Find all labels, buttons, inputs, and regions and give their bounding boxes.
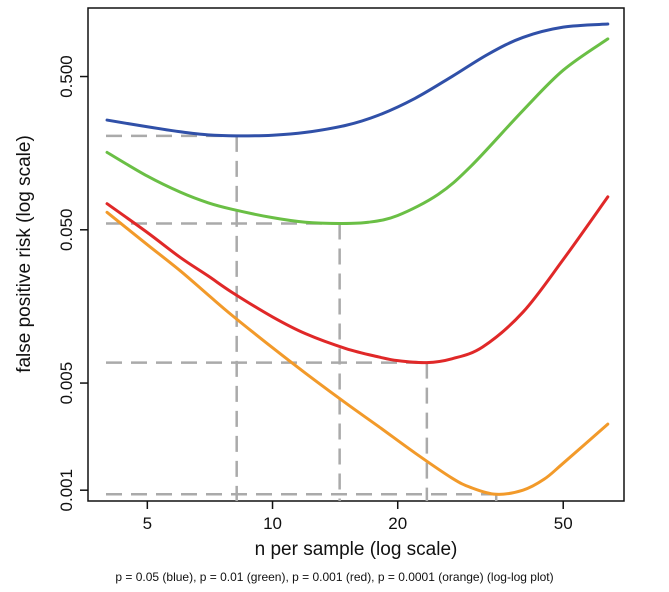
y-tick-label: 0.500 bbox=[57, 55, 76, 98]
x-tick-label: 50 bbox=[554, 514, 573, 533]
series-line-1 bbox=[105, 22, 610, 138]
y-tick-label: 0.005 bbox=[57, 362, 76, 405]
y-tick-label: 0.050 bbox=[57, 209, 76, 252]
series-line-3 bbox=[105, 195, 610, 365]
y-axis: 0.001 0.005 0.050 0.500 bbox=[57, 55, 88, 511]
plot-frame bbox=[87, 7, 625, 502]
x-tick-label: 20 bbox=[388, 514, 407, 533]
x-tick-label: 5 bbox=[143, 514, 152, 533]
x-axis: 5 10 20 50 bbox=[143, 501, 573, 533]
chart-caption: p = 0.05 (blue), p = 0.01 (green), p = 0… bbox=[115, 570, 554, 584]
series-line-2 bbox=[105, 37, 610, 225]
series-line-4 bbox=[105, 210, 610, 496]
x-tick-label: 10 bbox=[263, 514, 282, 533]
y-axis-label: false positive risk (log scale) bbox=[14, 135, 35, 373]
x-axis-label: n per sample (log scale) bbox=[255, 539, 458, 560]
reference-lines bbox=[106, 134, 498, 501]
series-layer bbox=[105, 22, 610, 496]
y-tick-label: 0.001 bbox=[57, 469, 76, 512]
